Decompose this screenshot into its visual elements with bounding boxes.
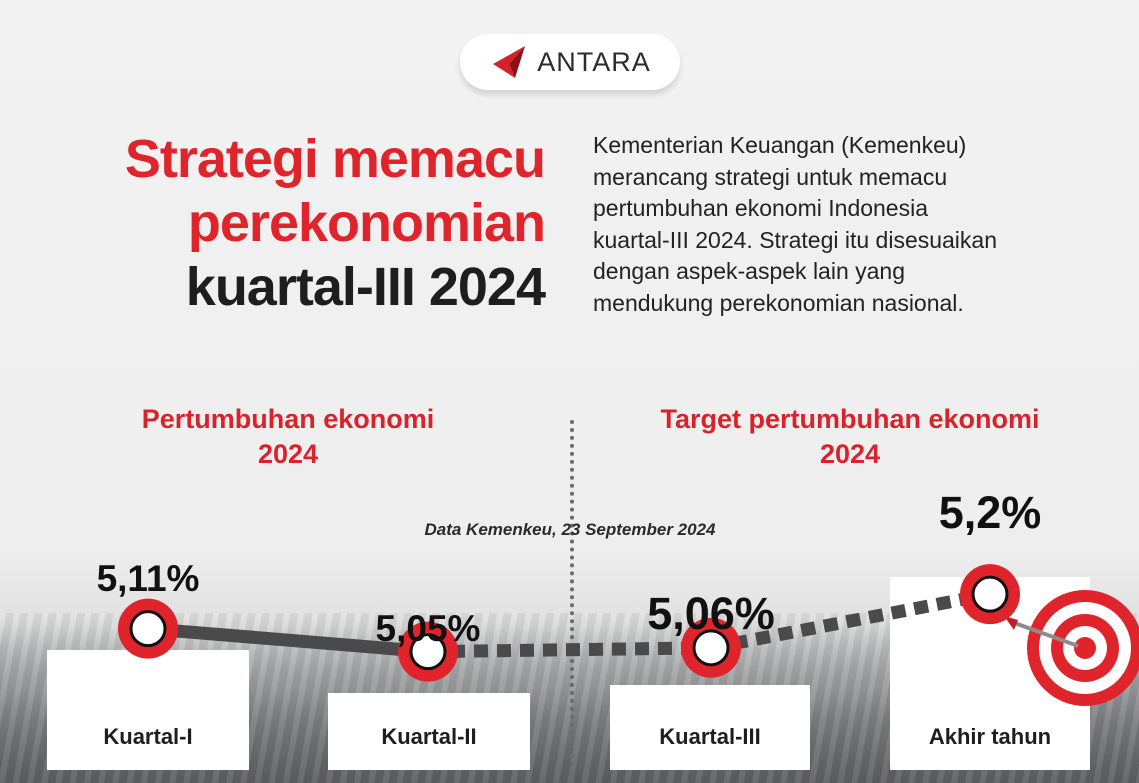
category-label: Kuartal-I: [103, 724, 193, 749]
series-line-segment: [427, 641, 712, 659]
description-line: mendukung perekonomian nasional.: [593, 289, 964, 316]
data-point-marker: [960, 564, 1020, 625]
category-label: Akhir tahun: [928, 724, 1052, 749]
section-title-target-line-2: 2024: [819, 439, 881, 469]
series-line-segment: [147, 622, 429, 659]
section-divider: [570, 420, 574, 783]
category-label: Kuartal-III: [659, 724, 761, 749]
data-source: Data Kemenkeu, 23 September 2024: [424, 520, 716, 539]
logo-text: ANTARA: [537, 46, 651, 77]
data-point-marker: [118, 598, 178, 659]
card-kuartal-3: Kuartal-III: [610, 685, 810, 770]
description-line: pertumbuhan ekonomi Indonesia: [593, 195, 929, 221]
data-label: 5,06%: [647, 588, 775, 639]
section-title-growth: Pertumbuhan ekonomi 2024: [98, 402, 478, 472]
data-point-marker: [681, 617, 741, 678]
target-icon: [1004, 590, 1139, 706]
section-title-growth-line-2: 2024: [257, 439, 319, 469]
series-line-segment: [709, 587, 992, 655]
description-line: Kementerian Keuangan (Kemenkeu): [593, 132, 967, 158]
data-point-marker: [398, 621, 458, 682]
title-line-3: kuartal-III 2024: [185, 257, 546, 317]
section-title-target: Target pertumbuhan ekonomi 2024: [600, 402, 1100, 472]
title-line-1: Strategi memacu: [124, 129, 546, 189]
category-label: Kuartal-II: [381, 724, 477, 749]
data-label: 5,2%: [938, 487, 1042, 538]
card-kuartal-1: Kuartal-I: [47, 650, 249, 770]
description-line: kuartal-III 2024. Strategi itu disesuaik…: [593, 226, 998, 253]
data-label: 5,05%: [375, 608, 481, 649]
title-line-2: perekonomian: [187, 193, 546, 253]
description: Kementerian Keuangan (Kemenkeu) merancan…: [593, 130, 1113, 319]
data-label: 5,11%: [96, 558, 200, 599]
description-line: merancang strategi untuk memacu: [593, 163, 948, 190]
card-kuartal-2: Kuartal-II: [328, 693, 530, 770]
description-line: dengan aspek-aspek lain yang: [593, 258, 906, 284]
section-title-target-line-1: Target pertumbuhan ekonomi: [660, 404, 1040, 434]
antara-logo-icon: [493, 46, 526, 78]
section-title-growth-line-1: Pertumbuhan ekonomi: [141, 404, 435, 434]
antara-logo: ANTARA: [460, 34, 680, 90]
